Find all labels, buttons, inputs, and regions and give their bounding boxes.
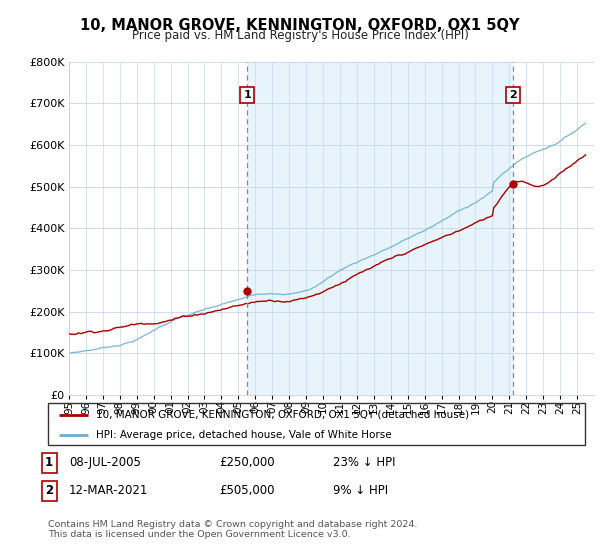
Bar [247,62,512,395]
Text: Contains HM Land Registry data © Crown copyright and database right 2024.
This d: Contains HM Land Registry data © Crown c… [48,520,418,539]
Text: 2: 2 [45,484,53,497]
Text: 9% ↓ HPI: 9% ↓ HPI [333,484,388,497]
Text: 23% ↓ HPI: 23% ↓ HPI [333,456,395,469]
Text: 12-MAR-2021: 12-MAR-2021 [69,484,148,497]
Text: 1: 1 [243,90,251,100]
Text: 10, MANOR GROVE, KENNINGTON, OXFORD, OX1 5QY (detached house): 10, MANOR GROVE, KENNINGTON, OXFORD, OX1… [97,410,469,420]
Text: 08-JUL-2005: 08-JUL-2005 [69,456,141,469]
Text: HPI: Average price, detached house, Vale of White Horse: HPI: Average price, detached house, Vale… [97,430,392,440]
Text: 1: 1 [45,456,53,469]
Text: £250,000: £250,000 [219,456,275,469]
Text: 2: 2 [509,90,517,100]
Text: £505,000: £505,000 [219,484,275,497]
Text: 10, MANOR GROVE, KENNINGTON, OXFORD, OX1 5QY: 10, MANOR GROVE, KENNINGTON, OXFORD, OX1… [80,18,520,33]
Text: Price paid vs. HM Land Registry's House Price Index (HPI): Price paid vs. HM Land Registry's House … [131,29,469,42]
